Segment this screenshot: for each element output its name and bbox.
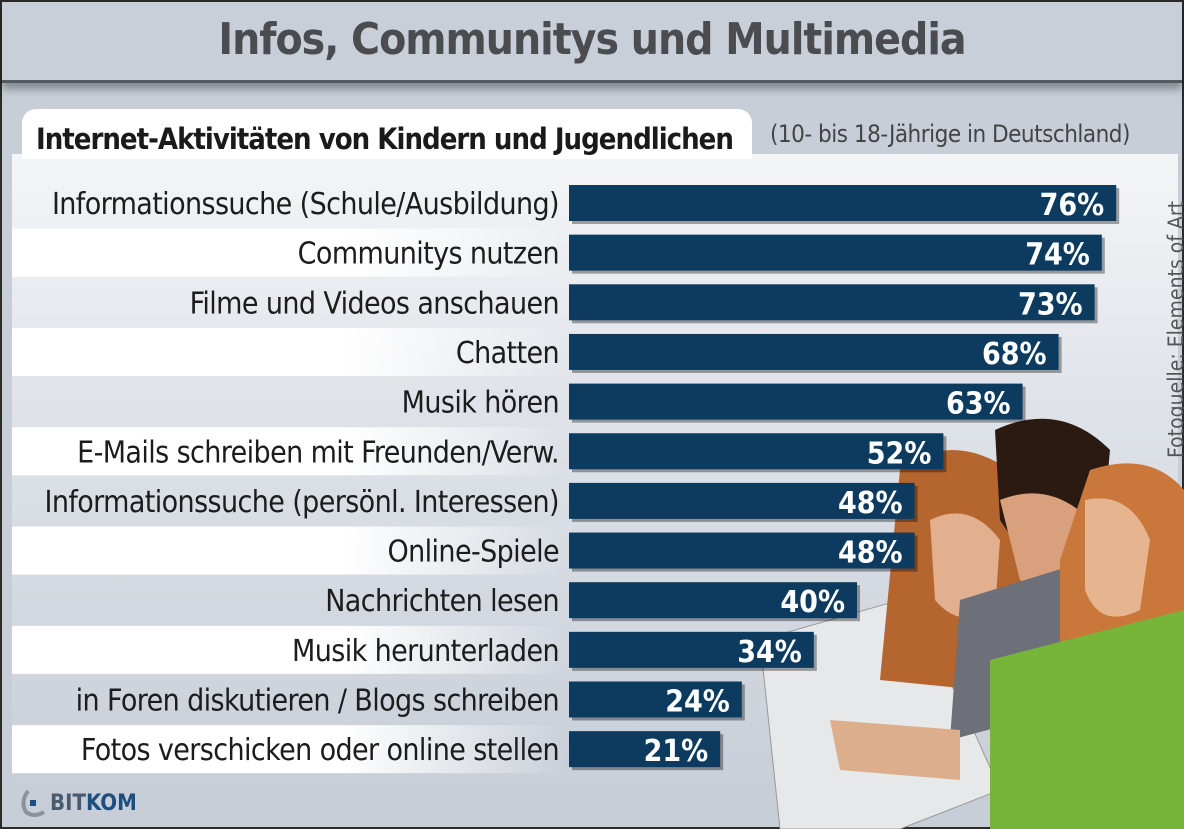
subtitle-tab (22, 109, 752, 159)
title-bar: Infos, Communitys und Multimedia (2, 2, 1182, 83)
row-background (12, 625, 564, 674)
value-label: 21% (644, 734, 709, 769)
row-background (12, 327, 564, 376)
category-label: Filme und Videos anschauen (190, 286, 559, 321)
value-label: 48% (838, 536, 903, 571)
value-label: 73% (1018, 287, 1083, 322)
category-label: Chatten (456, 336, 559, 371)
value-label: 76% (1040, 188, 1105, 223)
category-label: E-Mails schreiben mit Freunden/Verw. (77, 435, 559, 470)
value-label: 52% (867, 436, 932, 471)
category-label: Musik herunterladen (292, 634, 559, 669)
value-label: 40% (780, 585, 845, 620)
category-label: Informationssuche (Schule/Ausbildung) (52, 187, 559, 222)
bar (569, 433, 944, 470)
bar (569, 631, 814, 668)
bar (569, 383, 1023, 420)
category-label: Musik hören (402, 386, 559, 421)
category-label: Nachrichten lesen (325, 584, 559, 619)
teenagers-photo (759, 418, 1184, 829)
row-background (12, 526, 564, 575)
bar (569, 333, 1059, 370)
chart-title: Infos, Communitys und Multimedia (218, 14, 966, 65)
bitkom-logo: BITKOM (18, 788, 137, 818)
bar (569, 234, 1102, 271)
value-label: 24% (665, 685, 730, 720)
row-background (12, 427, 564, 476)
bar (569, 284, 1095, 321)
value-label: 68% (982, 337, 1047, 372)
category-label: Informationssuche (persönl. Interessen) (45, 485, 559, 520)
row-background (12, 228, 564, 277)
bar (569, 482, 915, 519)
photo-source: Fotoquelle: Elements of Art (1164, 200, 1184, 458)
bar (569, 681, 742, 718)
chart-subtitle: Internet-Aktivitäten von Kindern und Jug… (36, 122, 734, 156)
value-label: 63% (946, 387, 1011, 422)
bar (569, 731, 721, 768)
value-label: 48% (838, 486, 903, 521)
category-label: Communitys nutzen (298, 237, 559, 272)
row-background (12, 725, 564, 774)
bar (569, 185, 1117, 221)
category-label: Fotos verschicken oder online stellen (81, 733, 559, 768)
bitkom-logo-text: BITKOM (50, 790, 137, 816)
category-label: in Foren diskutieren / Blogs schreiben (76, 684, 559, 719)
population-note: (10- bis 18-Jährige in Deutschland) (770, 120, 1130, 148)
bar (569, 582, 857, 619)
bitkom-logo-icon (21, 789, 46, 817)
value-label: 34% (737, 635, 802, 670)
value-label: 74% (1025, 238, 1090, 273)
bar (569, 532, 915, 569)
category-label: Online-Spiele (387, 535, 559, 570)
